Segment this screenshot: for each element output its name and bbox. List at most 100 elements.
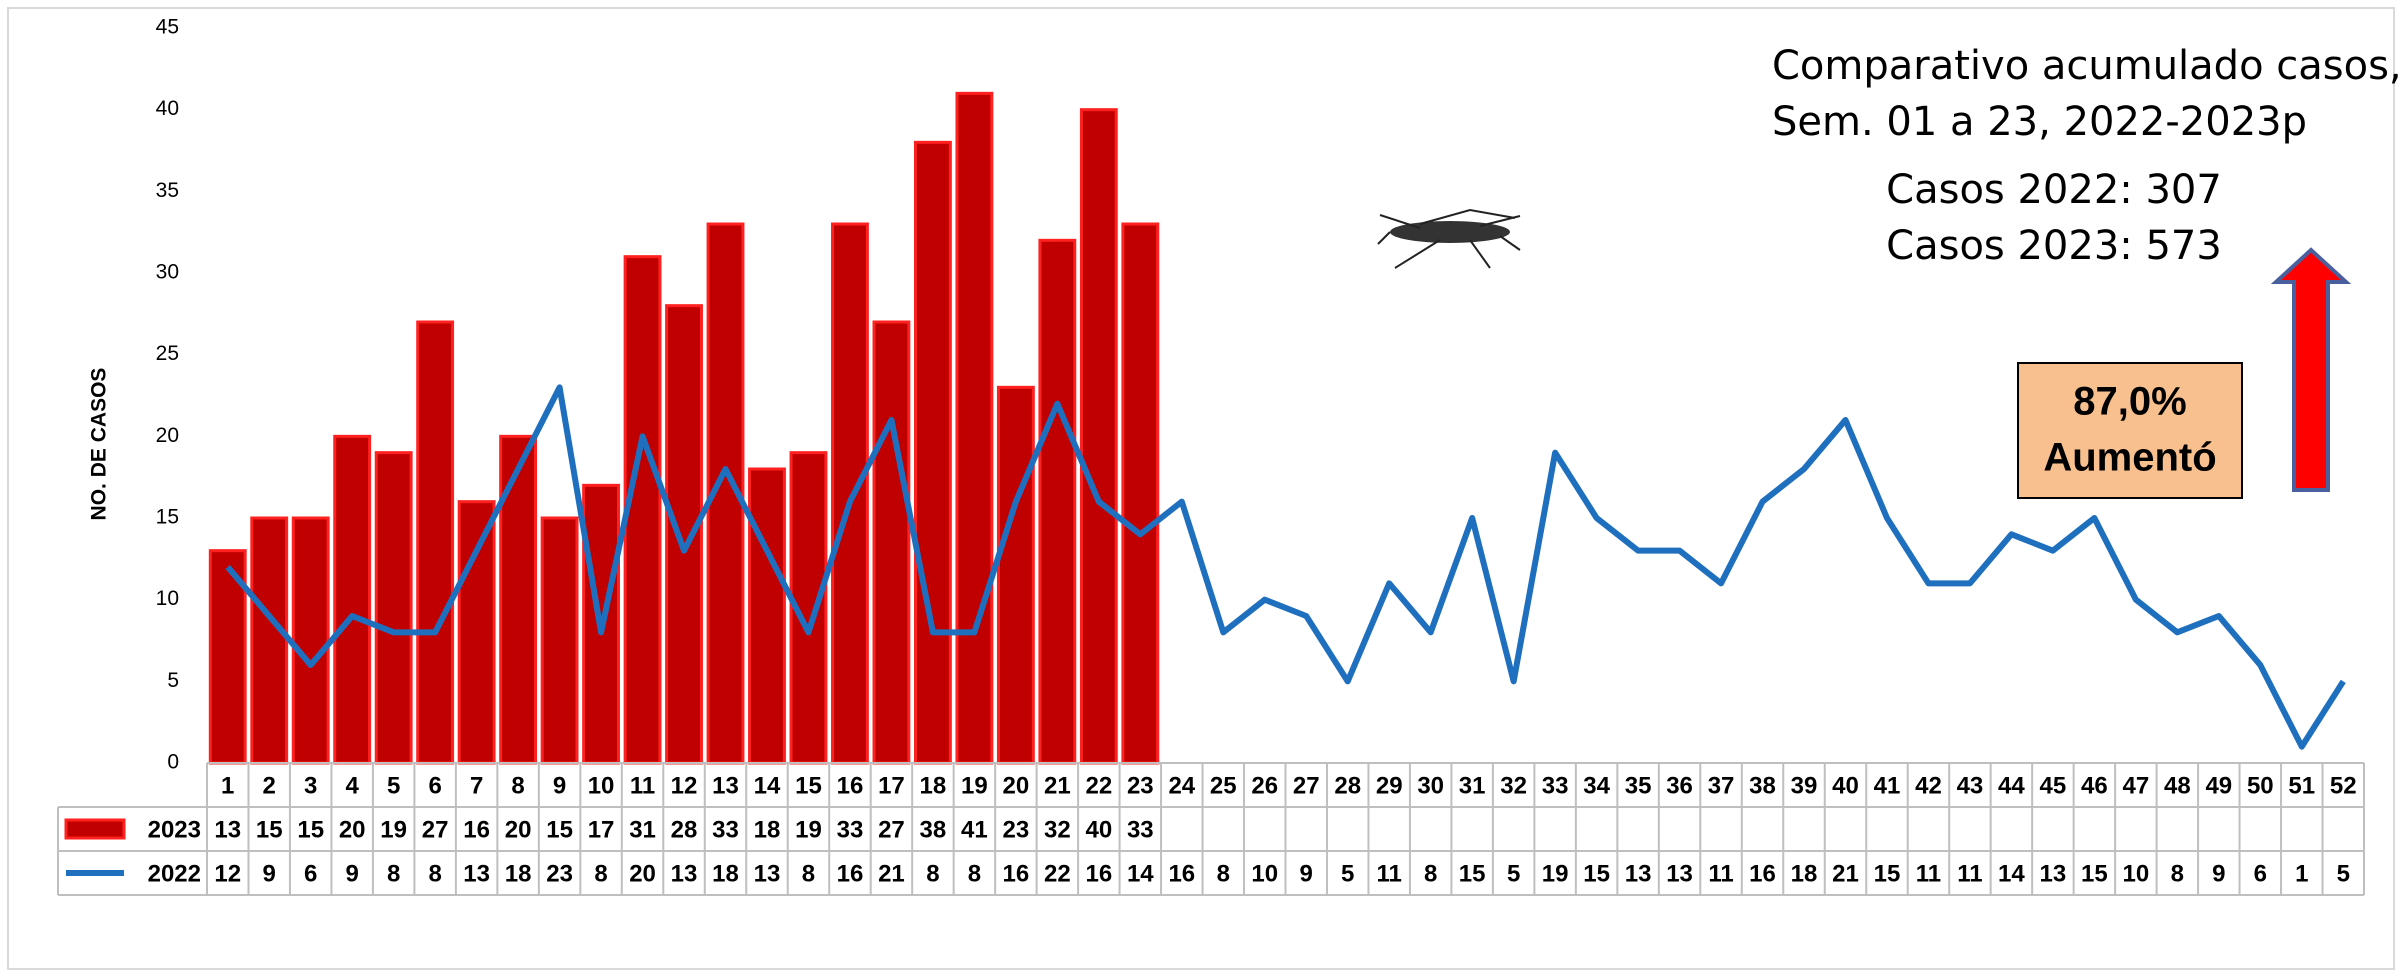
table-value: 21 [878, 860, 905, 887]
bar [293, 518, 328, 763]
table-value: 13 [1666, 860, 1693, 887]
table-value: 8 [2171, 860, 2184, 887]
x-tick-label: 40 [1832, 772, 1859, 799]
table-value: 13 [754, 860, 781, 887]
table-value: 8 [594, 860, 607, 887]
table-value: 27 [878, 816, 905, 843]
table-value: 18 [1791, 860, 1818, 887]
table-value: 9 [1300, 860, 1313, 887]
table-value: 19 [795, 816, 822, 843]
table-value: 5 [1341, 860, 1354, 887]
table-value: 28 [671, 816, 698, 843]
table-value: 20 [505, 816, 532, 843]
bar [1040, 240, 1075, 763]
x-tick-label: 7 [470, 772, 483, 799]
x-tick-label: 20 [1003, 772, 1030, 799]
table-value: 15 [1583, 860, 1610, 887]
x-tick-label: 30 [1417, 772, 1444, 799]
table-value: 9 [346, 860, 359, 887]
bar [1081, 110, 1116, 763]
x-tick-label: 44 [1998, 772, 2025, 799]
x-tick-label: 8 [511, 772, 524, 799]
table-value: 15 [1459, 860, 1486, 887]
table-value: 8 [1424, 860, 1437, 887]
table-value: 13 [214, 816, 241, 843]
annotation: Casos 2022: 307 [1886, 167, 2222, 213]
legend-swatch [66, 820, 124, 838]
x-tick-label: 16 [837, 772, 864, 799]
annotation: Sem. 01 a 23, 2022-2023p [1772, 99, 2307, 145]
table-value: 12 [214, 860, 241, 887]
annotation: 87,0% [2073, 380, 2186, 424]
x-tick-label: 5 [387, 772, 400, 799]
x-tick-label: 24 [1168, 772, 1195, 799]
x-tick-label: 27 [1293, 772, 1320, 799]
y-tick-label: 30 [156, 261, 179, 284]
y-tick-label: 10 [156, 587, 179, 610]
table-value: 22 [1044, 860, 1071, 887]
x-tick-label: 11 [630, 772, 655, 799]
mosquito-icon [1378, 210, 1520, 268]
y-tick-label: 15 [156, 506, 179, 529]
y-tick-label: 5 [167, 669, 179, 692]
annotation: Casos 2023: 573 [1886, 223, 2222, 269]
x-tick-label: 39 [1791, 772, 1818, 799]
table-value: 10 [1251, 860, 1278, 887]
bar [833, 224, 868, 763]
table-value: 23 [1003, 816, 1030, 843]
legend-label: 2023 [148, 816, 201, 843]
annotation: Comparativo acumulado casos, [1772, 43, 2402, 89]
table-value: 14 [1998, 860, 2025, 887]
table-value: 8 [1217, 860, 1230, 887]
table-value: 14 [1127, 860, 1154, 887]
table-value: 40 [1085, 816, 1112, 843]
table-value: 13 [671, 860, 698, 887]
table-value: 16 [1749, 860, 1776, 887]
y-axis-label: NO. DE CASOS [88, 368, 111, 521]
x-tick-label: 9 [553, 772, 566, 799]
x-tick-label: 12 [671, 772, 698, 799]
x-tick-label: 28 [1334, 772, 1361, 799]
x-tick-label: 6 [428, 772, 441, 799]
bar [501, 436, 536, 763]
table-value: 33 [1127, 816, 1154, 843]
x-tick-label: 13 [712, 772, 739, 799]
x-tick-label: 3 [304, 772, 317, 799]
table-value: 18 [505, 860, 532, 887]
chart: NO. DE CASOS Comparativo acumulado casos… [0, 0, 2402, 977]
x-tick-label: 14 [754, 772, 781, 799]
bar [252, 518, 287, 763]
x-tick-label: 23 [1127, 772, 1154, 799]
x-tick-label: 32 [1500, 772, 1527, 799]
table-value: 20 [629, 860, 656, 887]
y-tick-label: 25 [156, 342, 179, 365]
bar [750, 469, 785, 763]
x-tick-label: 36 [1666, 772, 1693, 799]
table-value: 41 [961, 816, 988, 843]
table-value: 33 [712, 816, 739, 843]
x-tick-label: 22 [1085, 772, 1112, 799]
x-tick-label: 49 [2205, 772, 2232, 799]
bar [957, 93, 992, 763]
table-value: 20 [339, 816, 366, 843]
x-tick-label: 45 [2040, 772, 2067, 799]
table-value: 10 [2123, 860, 2150, 887]
bar [998, 387, 1033, 763]
x-tick-label: 17 [878, 772, 905, 799]
x-tick-label: 37 [1708, 772, 1735, 799]
table-value: 5 [2337, 860, 2350, 887]
x-tick-label: 50 [2247, 772, 2274, 799]
bar [667, 306, 702, 763]
table-value: 38 [920, 816, 947, 843]
table-value: 11 [1377, 860, 1402, 887]
x-tick-label: 29 [1376, 772, 1403, 799]
legend-label: 2022 [148, 860, 201, 887]
x-tick-label: 15 [795, 772, 822, 799]
table-value: 19 [380, 816, 407, 843]
x-tick-label: 41 [1874, 772, 1901, 799]
bar [1123, 224, 1158, 763]
x-tick-label: 4 [346, 772, 360, 799]
bar [915, 142, 950, 763]
x-tick-label: 26 [1251, 772, 1278, 799]
bar [459, 502, 494, 763]
